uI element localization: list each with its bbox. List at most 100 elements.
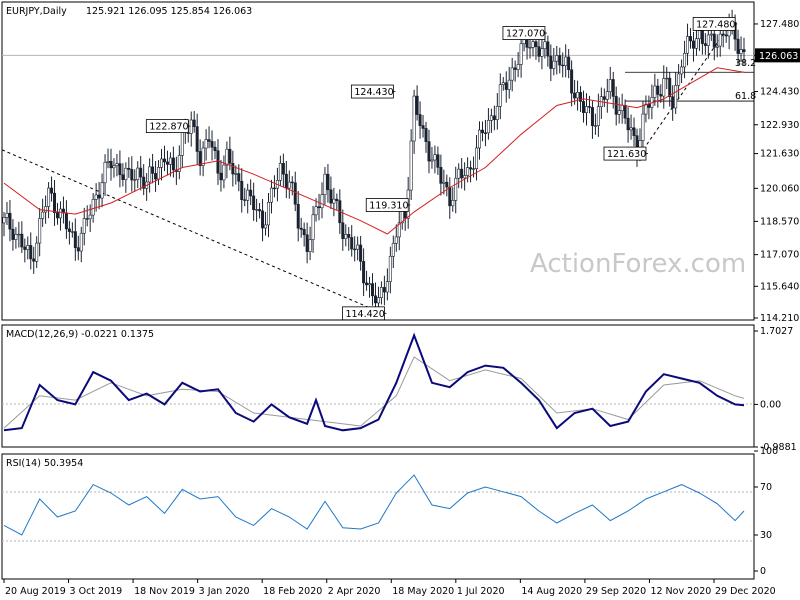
macd-tick-label: 0.00 — [760, 399, 781, 410]
date-tick-label: 29 Sep 2020 — [586, 586, 646, 597]
candle-body — [409, 140, 413, 191]
candle-body — [127, 167, 131, 170]
macd-panel: MACD(12,26,9) -0.0221 0.1375 — [1, 324, 755, 448]
chart-ohlc: 125.921 126.095 125.854 126.063 — [86, 6, 252, 17]
price-tick-label: 114.210 — [760, 313, 799, 324]
candle-body — [543, 41, 547, 50]
candle-body — [674, 85, 678, 109]
candle-body — [53, 192, 57, 213]
candle-body — [94, 194, 98, 200]
candle-body — [192, 119, 196, 127]
candle-body — [252, 195, 256, 210]
candle-body — [219, 172, 223, 181]
date-tick-label: 20 Aug 2019 — [5, 586, 66, 597]
candle-body — [11, 228, 15, 240]
trendline — [1, 25, 730, 313]
candle-body — [671, 96, 675, 109]
candle-body — [290, 181, 294, 184]
candle-body — [350, 237, 354, 250]
candle-body — [216, 150, 220, 174]
date-tick-label: 18 Nov 2019 — [134, 586, 195, 597]
last-price-label: 126.063 — [759, 51, 798, 62]
date-tick-label: 29 Dec 2020 — [715, 586, 776, 597]
candle-body — [424, 128, 428, 142]
candle-body — [308, 239, 312, 252]
candle-body — [371, 283, 375, 297]
candle-body — [228, 148, 232, 164]
candle-body — [329, 189, 333, 204]
macd-axis: 1.7027 0.00 -0.9881 — [754, 326, 797, 453]
candle-body — [266, 201, 270, 226]
candle-body — [335, 198, 339, 201]
candle-body — [359, 244, 363, 262]
candle-body — [442, 181, 446, 184]
candle-body — [91, 199, 95, 216]
rsi-line — [3, 474, 745, 536]
candle-body — [264, 224, 268, 229]
candle-body — [516, 64, 520, 70]
candle-body — [668, 77, 672, 97]
candle-body — [427, 141, 431, 162]
candle-body — [433, 154, 437, 161]
candle-body — [736, 38, 740, 54]
candle-body — [397, 222, 401, 238]
downtrend-line — [1, 149, 379, 313]
candle-body — [231, 163, 235, 175]
candle-body — [445, 181, 449, 188]
candle-body — [448, 186, 452, 207]
candle-body — [198, 151, 202, 166]
candle-body — [680, 66, 684, 75]
candle-body — [50, 187, 54, 194]
candle-body — [653, 85, 657, 98]
candle-body — [326, 173, 330, 191]
price-grid — [2, 54, 754, 102]
candle-body — [272, 187, 276, 190]
rsi-tick-label: 30 — [760, 530, 772, 541]
candle-body — [249, 189, 253, 197]
candle-body — [691, 40, 695, 49]
candle-body — [647, 103, 651, 108]
candle-body — [641, 113, 645, 141]
candle-body — [376, 297, 380, 304]
candle-body — [353, 248, 357, 251]
candle-body — [697, 30, 701, 40]
price-tick-label: 117.070 — [760, 250, 799, 261]
rsi-title: RSI(14) 50.3954 — [6, 458, 83, 469]
candle-body — [278, 163, 282, 181]
candle-body — [121, 174, 125, 180]
candle-body — [136, 167, 140, 180]
candle-body — [85, 218, 89, 220]
candle-body — [133, 179, 137, 181]
candle-body — [281, 163, 285, 175]
candle-body — [373, 295, 377, 304]
candle-body — [662, 78, 666, 97]
candle-body — [255, 209, 259, 211]
candle-body — [605, 91, 609, 100]
candle-body — [38, 218, 42, 244]
candle-body — [70, 231, 74, 233]
candle-body — [234, 173, 238, 175]
sma-line — [3, 67, 745, 235]
candle-body — [742, 49, 746, 52]
candle-body — [593, 125, 597, 127]
watermark: ActionForex.com — [530, 249, 746, 279]
rsi-axis: 100 70 30 0 — [754, 446, 778, 577]
candle-body — [700, 30, 704, 44]
candle-body — [528, 47, 532, 49]
candle-body — [76, 247, 80, 252]
candle-body — [629, 127, 633, 131]
candle-body — [656, 85, 660, 95]
date-axis: 20 Aug 2019 3 Oct 2019 18 Nov 2019 3 Jan 20… — [3, 579, 776, 597]
candle-body — [620, 104, 624, 111]
candle-body — [157, 167, 161, 180]
rsi-panel-frame — [1, 453, 755, 580]
candle-body — [284, 173, 288, 189]
candle-body — [67, 228, 71, 232]
price-label: 124.430 — [354, 87, 393, 98]
candle-body — [555, 55, 559, 62]
candle-body — [237, 173, 241, 182]
candle-body — [388, 255, 392, 282]
candle-body — [712, 33, 716, 48]
candle-body — [567, 56, 571, 71]
